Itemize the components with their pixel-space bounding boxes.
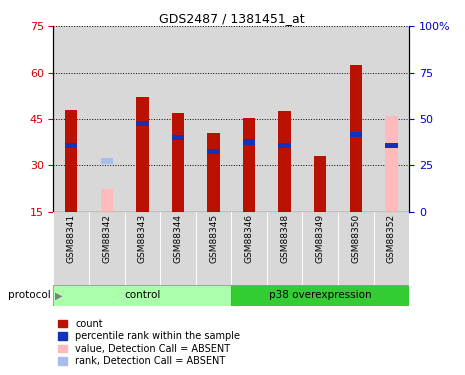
Bar	[89, 212, 125, 285]
Text: GSM88342: GSM88342	[102, 214, 111, 263]
Bar	[243, 117, 255, 212]
Bar	[302, 26, 338, 212]
Bar	[65, 142, 78, 148]
Bar	[196, 26, 231, 212]
Bar	[232, 212, 267, 285]
Bar	[338, 212, 374, 285]
Bar	[232, 285, 409, 306]
Bar	[207, 149, 220, 154]
Text: protocol: protocol	[8, 290, 51, 300]
Bar	[89, 26, 125, 212]
Bar	[100, 158, 113, 164]
Bar	[136, 98, 149, 212]
Bar	[53, 285, 232, 306]
Bar	[100, 189, 113, 212]
Text: p38 overexpression: p38 overexpression	[269, 290, 372, 300]
Title: GDS2487 / 1381451_at: GDS2487 / 1381451_at	[159, 12, 304, 25]
Bar	[303, 212, 338, 285]
Bar	[385, 142, 398, 148]
Text: GSM88350: GSM88350	[352, 214, 360, 263]
Bar	[207, 133, 220, 212]
Bar	[53, 26, 89, 212]
Text: GSM88352: GSM88352	[387, 214, 396, 263]
Text: GSM88343: GSM88343	[138, 214, 147, 263]
Bar	[243, 140, 255, 145]
Bar	[136, 121, 149, 126]
Bar	[385, 116, 398, 212]
Bar	[231, 26, 267, 212]
Bar	[374, 212, 409, 285]
Bar	[338, 26, 373, 212]
Text: GSM88349: GSM88349	[316, 214, 325, 263]
Bar	[160, 212, 196, 285]
Text: GSM88344: GSM88344	[173, 214, 182, 263]
Bar	[53, 212, 89, 285]
Bar	[267, 212, 303, 285]
Bar	[373, 26, 409, 212]
Bar	[350, 65, 362, 212]
Bar	[267, 26, 302, 212]
Bar	[196, 212, 232, 285]
Bar	[65, 110, 78, 212]
Bar	[125, 26, 160, 212]
Bar	[160, 26, 196, 212]
Bar	[350, 132, 362, 137]
Bar	[314, 156, 326, 212]
Bar	[279, 111, 291, 212]
Bar	[172, 113, 184, 212]
Bar	[125, 212, 160, 285]
Text: GSM88346: GSM88346	[245, 214, 253, 263]
Text: control: control	[124, 290, 160, 300]
Legend: count, percentile rank within the sample, value, Detection Call = ABSENT, rank, : count, percentile rank within the sample…	[53, 315, 244, 370]
Bar	[279, 142, 291, 148]
Text: GSM88345: GSM88345	[209, 214, 218, 263]
Text: GSM88341: GSM88341	[67, 214, 76, 263]
Bar	[172, 135, 184, 140]
Text: ▶: ▶	[55, 290, 62, 300]
Text: GSM88348: GSM88348	[280, 214, 289, 263]
